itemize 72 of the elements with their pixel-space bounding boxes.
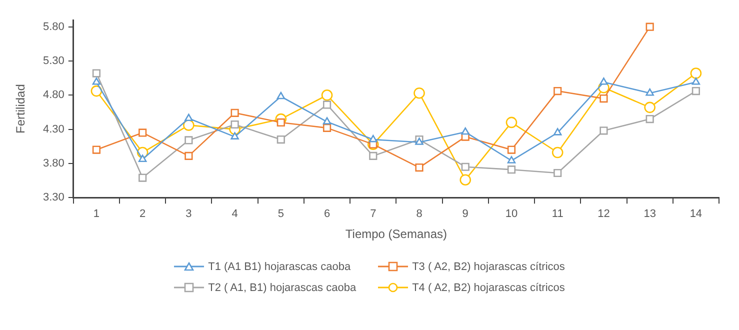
point bbox=[90, 85, 102, 97]
point bbox=[138, 174, 147, 182]
x-tick-label: 7 bbox=[370, 208, 376, 220]
point bbox=[184, 136, 193, 144]
point bbox=[184, 114, 193, 122]
point bbox=[92, 146, 100, 154]
point bbox=[92, 78, 101, 85]
y-axis-title: Fertilidad bbox=[14, 84, 28, 134]
point bbox=[138, 154, 147, 162]
point bbox=[184, 152, 193, 160]
point bbox=[646, 22, 654, 31]
point bbox=[461, 127, 470, 135]
point bbox=[276, 118, 285, 127]
point bbox=[692, 86, 700, 96]
point bbox=[321, 89, 333, 101]
y-tick-label: 3.80 bbox=[42, 157, 64, 170]
point bbox=[553, 128, 562, 136]
point bbox=[138, 128, 147, 137]
x-axis-title: Tiempo (Semanas) bbox=[345, 227, 447, 242]
point bbox=[369, 152, 378, 160]
point bbox=[230, 108, 239, 117]
x-tick-label: 4 bbox=[232, 208, 238, 220]
y-tick-label: 3.30 bbox=[42, 192, 64, 204]
x-tick-label: 11 bbox=[552, 208, 564, 220]
point bbox=[600, 94, 608, 103]
legend-label: T1 (A1 B1) hojarascas caoba bbox=[208, 260, 351, 272]
point bbox=[600, 126, 608, 135]
point bbox=[600, 78, 608, 85]
legend-label: T3 ( A2, B2) hojarascas cítricos bbox=[412, 260, 565, 272]
point bbox=[322, 117, 332, 124]
x-tick-label: 1 bbox=[93, 208, 100, 220]
point bbox=[92, 69, 100, 78]
point bbox=[322, 100, 332, 109]
point bbox=[552, 146, 564, 158]
point bbox=[276, 92, 286, 100]
point bbox=[690, 68, 702, 79]
point bbox=[183, 120, 194, 131]
y-tick-label: 4.80 bbox=[42, 89, 64, 102]
point bbox=[415, 164, 424, 172]
legend-label: T4 ( A2, B2) hojarascas cítricos bbox=[412, 282, 565, 294]
x-tick-label: 6 bbox=[324, 208, 330, 220]
x-tick-label: 5 bbox=[278, 208, 284, 220]
point bbox=[507, 156, 516, 164]
point bbox=[230, 120, 239, 129]
x-tick-label: 13 bbox=[644, 208, 656, 220]
x-tick-label: 8 bbox=[416, 208, 422, 220]
point bbox=[460, 174, 472, 186]
point bbox=[507, 166, 516, 174]
point bbox=[276, 135, 285, 144]
point bbox=[506, 116, 518, 128]
point bbox=[554, 86, 562, 96]
point bbox=[322, 124, 332, 132]
point bbox=[461, 162, 470, 171]
legend-label: T2 ( A1, B1) hojarascas caoba bbox=[208, 282, 356, 294]
point bbox=[369, 134, 378, 142]
point bbox=[414, 87, 425, 99]
point bbox=[692, 78, 700, 85]
x-tick-label: 2 bbox=[140, 208, 146, 220]
x-tick-label: 14 bbox=[690, 208, 702, 220]
point bbox=[554, 168, 562, 178]
y-tick-label: 4.30 bbox=[42, 123, 64, 136]
point bbox=[507, 146, 516, 154]
point bbox=[644, 102, 656, 114]
point bbox=[646, 88, 654, 96]
y-tick-label: 5.80 bbox=[42, 20, 64, 33]
point bbox=[230, 132, 239, 140]
x-tick-label: 12 bbox=[598, 208, 610, 220]
x-tick-label: 9 bbox=[462, 208, 468, 220]
y-tick-label: 5.30 bbox=[42, 55, 64, 68]
x-tick-label: 3 bbox=[186, 208, 192, 220]
point bbox=[646, 115, 654, 124]
x-tick-label: 10 bbox=[505, 208, 518, 220]
